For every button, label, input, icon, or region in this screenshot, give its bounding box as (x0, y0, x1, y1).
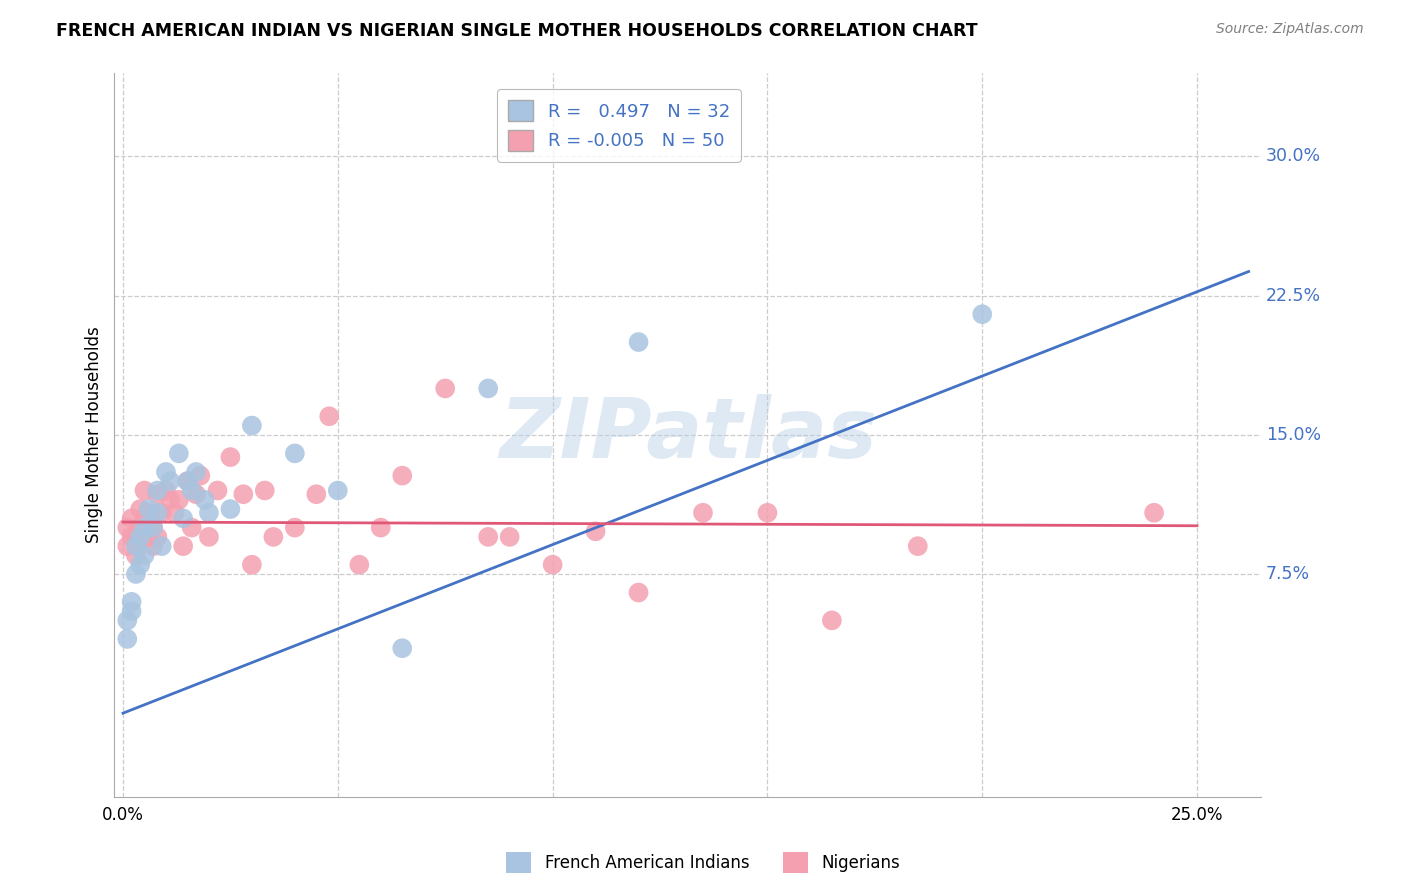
Point (155, 483, 177, 498)
Point (125, 549, 148, 563)
Legend: R =   0.497   N = 32, R = -0.005   N = 50: R = 0.497 N = 32, R = -0.005 N = 50 (498, 89, 741, 161)
Point (142, 539, 165, 553)
Point (284, 446, 307, 460)
Point (125, 539, 148, 553)
Y-axis label: Single Mother Households: Single Mother Households (86, 326, 103, 543)
Text: 25.0%: 25.0% (1171, 806, 1223, 824)
Point (194, 492, 217, 507)
Text: 0.0%: 0.0% (103, 806, 143, 824)
Point (219, 450, 242, 464)
Point (391, 468, 413, 483)
Point (134, 520, 156, 534)
Point (146, 487, 169, 501)
Point (305, 487, 328, 501)
Point (370, 520, 392, 534)
Point (240, 418, 263, 433)
Point (117, 539, 139, 553)
Point (240, 558, 263, 572)
Point (391, 641, 413, 656)
Point (180, 520, 202, 534)
Point (756, 506, 779, 520)
Point (692, 506, 714, 520)
Point (198, 530, 221, 544)
Point (198, 506, 221, 520)
Point (262, 530, 284, 544)
Text: FRENCH AMERICAN INDIAN VS NIGERIAN SINGLE MOTHER HOUSEHOLDS CORRELATION CHART: FRENCH AMERICAN INDIAN VS NIGERIAN SINGL… (56, 22, 977, 40)
Point (129, 502, 152, 516)
Point (117, 632, 139, 646)
Point (150, 506, 173, 520)
Point (284, 520, 307, 534)
Point (972, 307, 994, 321)
Point (121, 511, 143, 525)
Point (121, 604, 143, 618)
Point (159, 474, 181, 488)
Point (821, 614, 844, 628)
Point (253, 483, 276, 498)
Point (155, 465, 177, 479)
Point (207, 483, 229, 498)
Point (326, 483, 349, 498)
Point (541, 558, 564, 572)
Point (117, 614, 139, 628)
Point (184, 465, 207, 479)
Point (146, 506, 169, 520)
Point (121, 595, 143, 609)
Point (176, 474, 198, 488)
Point (232, 487, 254, 501)
Legend: French American Indians, Nigerians: French American Indians, Nigerians (499, 846, 907, 880)
Text: ZIPatlas: ZIPatlas (499, 394, 877, 475)
Point (129, 530, 152, 544)
Point (434, 381, 457, 395)
Text: Source: ZipAtlas.com: Source: ZipAtlas.com (1216, 22, 1364, 37)
Point (172, 539, 194, 553)
Point (134, 483, 156, 498)
Point (349, 558, 371, 572)
Point (134, 511, 156, 525)
Point (219, 502, 242, 516)
Point (138, 530, 160, 544)
Point (117, 520, 139, 534)
Point (142, 520, 165, 534)
Point (134, 549, 156, 563)
Point (129, 520, 152, 534)
Text: 30.0%: 30.0% (1265, 147, 1320, 166)
Point (627, 334, 650, 349)
Point (477, 530, 499, 544)
Point (172, 511, 194, 525)
Point (180, 483, 202, 498)
Point (167, 446, 190, 460)
Point (125, 530, 148, 544)
Point (159, 492, 181, 507)
Text: 15.0%: 15.0% (1265, 425, 1320, 444)
Point (176, 474, 198, 488)
Point (907, 539, 929, 553)
Point (1143, 506, 1166, 520)
Point (146, 530, 169, 544)
Point (184, 487, 207, 501)
Point (627, 585, 650, 599)
Point (125, 566, 148, 581)
Point (138, 502, 160, 516)
Point (121, 530, 143, 544)
Point (498, 530, 520, 544)
Point (129, 558, 152, 572)
Point (142, 520, 165, 534)
Point (163, 506, 186, 520)
Point (585, 524, 607, 539)
Point (138, 506, 160, 520)
Point (477, 381, 499, 395)
Point (150, 539, 173, 553)
Point (167, 492, 190, 507)
Point (188, 468, 211, 483)
Text: 22.5%: 22.5% (1265, 286, 1320, 305)
Point (318, 409, 340, 424)
Text: 7.5%: 7.5% (1265, 565, 1310, 583)
Point (146, 483, 169, 498)
